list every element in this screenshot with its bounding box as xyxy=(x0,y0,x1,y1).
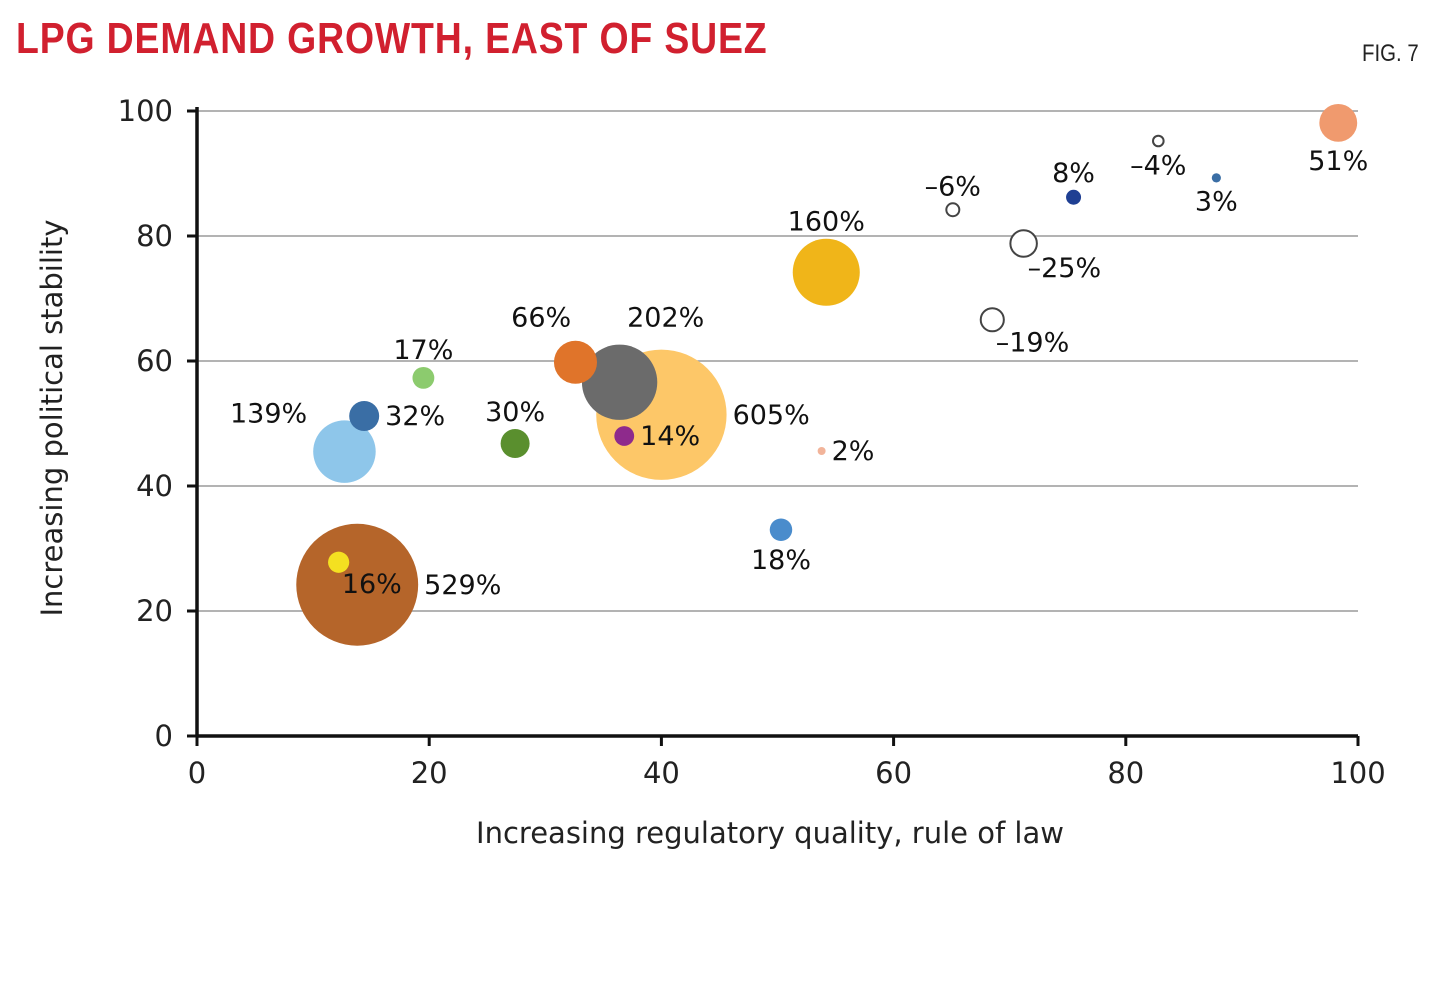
bubble xyxy=(349,401,380,431)
bubble xyxy=(1066,189,1082,205)
bubble xyxy=(817,447,826,455)
data-label: 51% xyxy=(1308,146,1368,177)
data-label: 202% xyxy=(627,303,704,334)
bubble xyxy=(328,551,350,573)
data-label: –6% xyxy=(925,171,981,202)
data-label: 160% xyxy=(788,207,865,238)
data-label: 2% xyxy=(832,436,875,467)
x-tick-label: 100 xyxy=(1330,756,1385,790)
x-axis-label: Increasing regulatory quality, rule of l… xyxy=(476,816,1064,850)
data-label: 32% xyxy=(385,401,445,432)
y-tick-label: 40 xyxy=(136,469,173,503)
y-tick-label: 20 xyxy=(136,594,173,628)
bubble xyxy=(500,428,530,459)
figure-label: FIG. 7 xyxy=(1362,40,1419,67)
data-label: 605% xyxy=(733,400,810,431)
chart-title: LPG DEMAND GROWTH, EAST OF SUEZ xyxy=(16,14,768,63)
tick-labels: 0 20 40 60 80 100 0 20 40 60 80 100 xyxy=(118,94,1386,790)
x-tick-label: 40 xyxy=(643,756,680,790)
bubble xyxy=(792,238,860,306)
data-label: –4% xyxy=(1130,150,1186,181)
data-label: 529% xyxy=(424,570,501,601)
data-label: 3% xyxy=(1195,186,1238,217)
bubble xyxy=(945,202,961,218)
data-label: 139% xyxy=(230,398,307,429)
bubble xyxy=(553,340,598,384)
data-label: –19% xyxy=(996,327,1070,358)
y-axis-label: Increasing political stability xyxy=(35,220,69,617)
data-label: 8% xyxy=(1052,158,1095,189)
bubbles xyxy=(296,103,1358,646)
data-label: 17% xyxy=(393,335,453,366)
y-tick-label: 60 xyxy=(136,344,173,378)
data-label: 66% xyxy=(511,303,571,334)
x-tick-label: 0 xyxy=(188,756,206,790)
bubble xyxy=(1152,134,1165,148)
point-labels: 529% 16% 139% 32% 17% 30% 66% 202% 605% 14% 2% 18% 1… xyxy=(230,146,1368,601)
bubble xyxy=(412,366,435,389)
y-tick-label: 100 xyxy=(118,94,173,128)
y-tick-label: 0 xyxy=(155,719,173,753)
data-label: 16% xyxy=(342,569,402,600)
y-tick-label: 80 xyxy=(136,219,173,253)
bubble xyxy=(313,420,376,483)
x-tick-label: 20 xyxy=(411,756,448,790)
x-tick-label: 80 xyxy=(1107,756,1144,790)
bubble xyxy=(1009,229,1038,258)
bubble xyxy=(769,518,793,541)
bubble xyxy=(1211,173,1221,183)
bubble xyxy=(1319,103,1358,142)
bubble xyxy=(614,426,635,446)
data-label: –25% xyxy=(1028,253,1102,284)
data-label: 30% xyxy=(485,397,545,428)
bubble xyxy=(296,523,419,646)
data-label: 14% xyxy=(640,421,700,452)
bubble xyxy=(979,307,1005,333)
axes xyxy=(187,107,1360,746)
data-label: 18% xyxy=(751,545,811,576)
bubble xyxy=(581,344,658,420)
x-tick-label: 60 xyxy=(875,756,912,790)
